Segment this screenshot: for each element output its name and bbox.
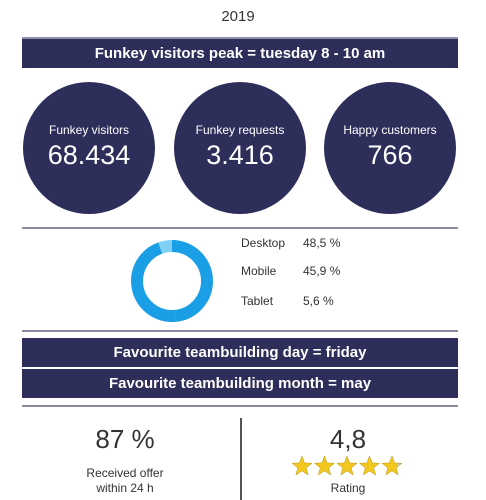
device-name: Tablet [241, 294, 274, 308]
device-name: Desktop [241, 236, 286, 250]
stat-value: 3.416 [206, 140, 274, 170]
offer-label-line1: Received offer [86, 466, 164, 480]
device-share: 5,6 % [303, 294, 334, 308]
stat-label: Funkey visitors [48, 123, 130, 137]
section-divider [22, 405, 458, 407]
device-share: 48,5 % [303, 236, 341, 250]
device-share-donut [131, 240, 213, 322]
stat-value: 766 [367, 140, 413, 170]
rating-stars [291, 455, 403, 476]
section-divider [22, 330, 458, 332]
device-row-mobile: Mobile 45,9 % [241, 264, 340, 278]
stat-label: Happy customers [343, 123, 437, 137]
fav-day-banner: Favourite teambuilding day = friday [22, 338, 458, 367]
device-share: 45,9 % [303, 264, 341, 278]
device-row-desktop: Desktop 48,5 % [241, 236, 340, 250]
stat-circle-requests: Funkey requests 3.416 [174, 82, 306, 214]
rating-value: 4,8 [329, 424, 367, 454]
stat-label: Funkey requests [195, 123, 285, 137]
donut-segment-mobile [131, 240, 213, 322]
offer-percent: 87 % [95, 424, 155, 454]
peak-banner: Funkey visitors peak = tuesday 8 - 10 am [22, 37, 458, 68]
star-icon [336, 455, 358, 476]
star-icon [358, 455, 381, 476]
fav-month-banner: Favourite teambuilding month = may [22, 369, 458, 398]
section-divider [22, 227, 458, 229]
stat-circle-customers: Happy customers 766 [324, 82, 456, 214]
vertical-separator [240, 418, 242, 500]
year-heading: 2019 [221, 8, 255, 25]
device-name: Mobile [241, 264, 277, 278]
star-icon [381, 455, 403, 476]
offer-label-line2: within 24 h [96, 481, 154, 495]
stat-circle-visitors: Funkey visitors 68.434 [23, 82, 155, 214]
star-icon [291, 455, 313, 476]
rating-label: Rating [330, 481, 366, 495]
donut-segment-tablet [131, 240, 213, 322]
stat-value: 68.434 [47, 140, 131, 170]
device-row-tablet: Tablet 5,6 % [241, 294, 334, 308]
offer-label: Received offer within 24 h [60, 466, 190, 496]
star-icon [313, 455, 336, 476]
